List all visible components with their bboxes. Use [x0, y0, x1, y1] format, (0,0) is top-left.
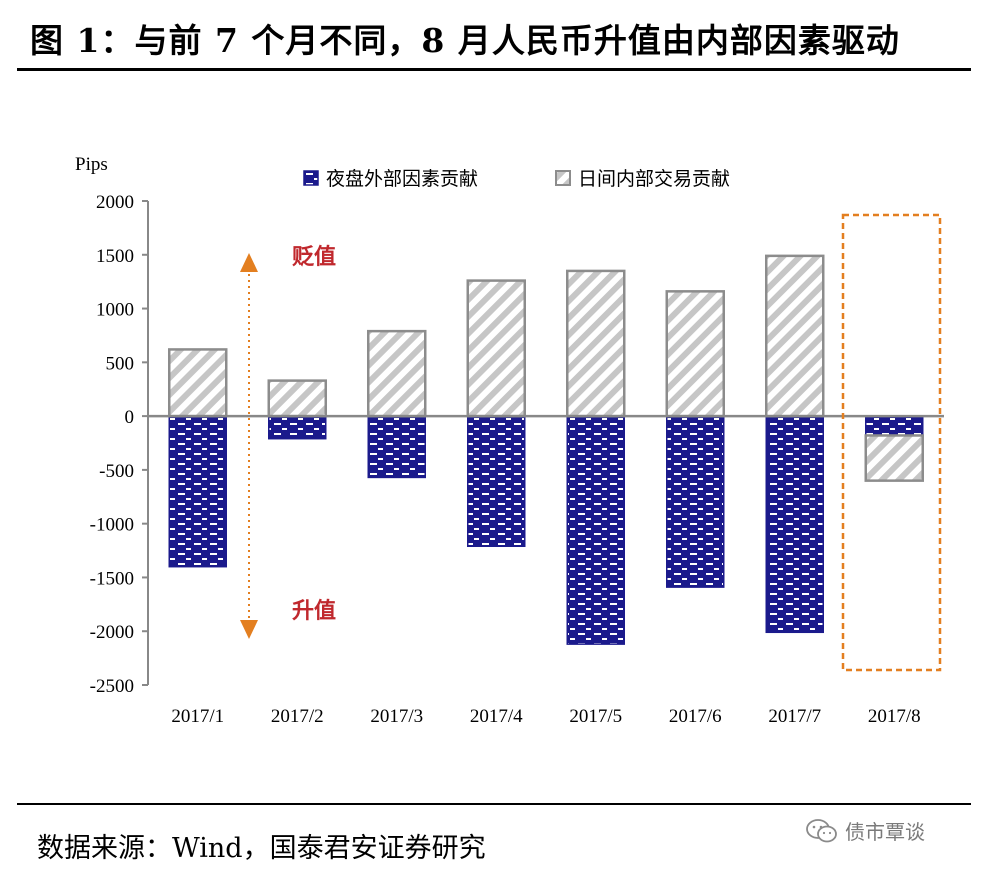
bar-night-2017-1 [168, 415, 227, 568]
x-tick-label: 2017/5 [569, 706, 622, 727]
bar-day-2017-8 [864, 434, 924, 482]
y-tick-label: -500 [99, 461, 134, 482]
bar-day-2017-7 [765, 254, 825, 418]
x-tick-label: 2017/8 [868, 706, 921, 727]
watermark: 债市覃谈 [805, 816, 925, 845]
annotation-appreciation: 升值 [292, 598, 336, 624]
y-tick-label: 500 [106, 353, 135, 374]
direction-arrow [240, 253, 258, 639]
tick-labels: 2000 1500 1000 500 0 -500 -1000 -1500 -2000 -2500… [90, 192, 921, 727]
data-source: 数据来源：Wind，国泰君安证券研究 [37, 833, 486, 864]
figure-title: 图 1：与前 7 个月不同，8 月人民币升值由内部因素驱动 [30, 21, 900, 60]
y-tick-label: 0 [125, 407, 135, 428]
x-tick-label: 2017/3 [370, 706, 423, 727]
x-tick-label: 2017/2 [271, 706, 324, 727]
y-tick-label: -1500 [90, 568, 134, 589]
bar-night-2017-3 [367, 415, 426, 479]
legend-swatch-night [303, 170, 319, 186]
bar-chart: 2000 1500 1000 500 0 -500 -1000 -1500 -2000 -2500… [75, 154, 944, 727]
axes [142, 200, 149, 686]
bar-night-2017-6 [666, 415, 725, 588]
y-tick-label: -1000 [90, 515, 134, 536]
bar-night-2017-5 [566, 415, 625, 645]
bar-day-2017-1 [168, 348, 228, 418]
highlight-box-2017-8 [841, 213, 942, 672]
wechat-icon [806, 818, 837, 842]
y-tick-label: 1000 [96, 300, 134, 321]
y-tick-label: 1500 [96, 246, 134, 267]
bar-night-2017-2 [268, 415, 327, 440]
bar-night-2017-7 [765, 415, 824, 634]
bar-day-2017-5 [566, 269, 626, 418]
x-tick-label: 2017/7 [768, 706, 821, 727]
y-tick-label: 2000 [96, 192, 134, 213]
x-tick-label: 2017/4 [470, 706, 523, 727]
y-axis-label: Pips [75, 154, 108, 175]
arrow-down-head [240, 620, 258, 639]
bar-night-2017-8 [865, 415, 924, 437]
top-rule [17, 68, 971, 71]
legend-swatch-day [555, 170, 571, 186]
legend-label-night: 夜盘外部因素贡献 [326, 168, 478, 190]
bar-day-2017-6 [665, 290, 725, 418]
legend: 夜盘外部因素贡献 日间内部交易贡献 [303, 168, 730, 190]
bar-day-2017-3 [367, 329, 427, 418]
y-tick-label: -2000 [90, 622, 134, 643]
legend-label-day: 日间内部交易贡献 [578, 168, 730, 190]
bar-night-2017-4 [467, 415, 526, 548]
watermark-text: 债市覃谈 [845, 820, 925, 844]
arrow-up-head [240, 253, 258, 272]
x-tick-label: 2017/6 [669, 706, 722, 727]
bar-day-2017-4 [466, 279, 526, 418]
bar-day-2017-2 [267, 379, 327, 418]
x-tick-label: 2017/1 [171, 706, 224, 727]
annotation-depreciation: 贬值 [292, 244, 336, 270]
y-tick-label: -2500 [90, 676, 134, 697]
bottom-rule [17, 803, 971, 805]
bars [148, 254, 944, 645]
